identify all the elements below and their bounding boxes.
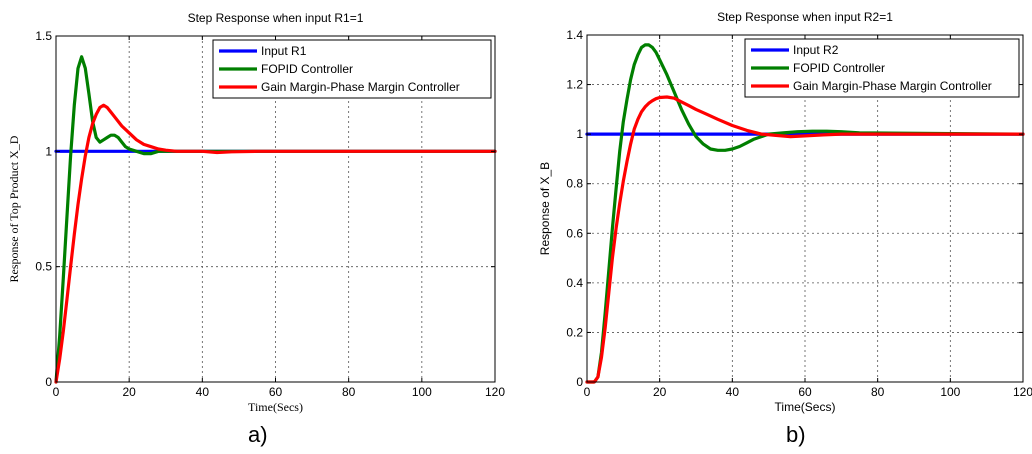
series-line-2 [54,103,497,384]
series-line-1 [54,55,497,384]
y-tick-label: 0.6 [566,226,583,240]
y-tick-label: 1.4 [566,28,583,42]
x-tick-label: 60 [798,385,812,399]
x-tick-label: 80 [871,385,885,399]
chart-a: 0 20 40 60 80 100 120 0 0.5 1 1.5 Step Response whe… [7,11,505,414]
x-tick-label: 100 [940,385,960,399]
x-tick-label: 0 [53,385,60,399]
panel-caption-a: a) [248,422,268,447]
legend-label-1: FOPID Controller [261,62,353,76]
x-tick-label: 20 [653,385,667,399]
legend-label-2: Gain Margin-Phase Margin Controller [261,80,460,94]
legend-label-1: FOPID Controller [793,61,885,75]
legend-box [744,38,1020,98]
x-axis-label: Time(Secs) [775,400,836,414]
x-tick-label: 100 [412,385,432,399]
y-tick-label: 0 [576,375,583,389]
x-tick-label: 0 [584,385,591,399]
y-axis-label: Response of Top Product X_D [7,135,21,282]
x-tick-label: 120 [1013,385,1032,399]
y-tick-label: 0.5 [35,260,52,274]
y-tick-label: 0 [45,375,52,389]
x-tick-label: 80 [342,385,356,399]
legend-label-0: Input R1 [261,44,307,58]
chart-title: Step Response when input R2=1 [717,10,893,24]
y-tick-label: 1 [576,127,583,141]
y-tick-label: 0.4 [566,276,583,290]
y-tick-label: 1.2 [566,78,583,92]
x-tick-label: 60 [269,385,283,399]
chart-b: 0 20 40 60 80 100 120 0 0.2 0.4 0.6 0.8 1 1.2 1.4 Step … [538,10,1032,414]
series-line-2 [585,95,1025,384]
y-tick-label: 1.5 [35,29,52,43]
legend-label-2: Gain Margin-Phase Margin Controller [793,79,992,93]
y-tick-label: 0.2 [566,325,583,339]
x-axis-label: Time(Secs) [248,400,303,414]
panel-caption-b: b) [786,422,806,447]
y-tick-label: 1 [45,144,52,158]
x-tick-label: 20 [122,385,136,399]
legend-box [212,39,492,99]
x-tick-label: 40 [196,385,210,399]
chart-title: Step Response when input R1=1 [188,11,364,25]
y-axis-label: Response of X_B [538,162,552,255]
legend-label-0: Input R2 [793,43,839,57]
y-tick-label: 0.8 [566,177,583,191]
x-tick-label: 40 [726,385,740,399]
x-tick-label: 120 [485,385,505,399]
